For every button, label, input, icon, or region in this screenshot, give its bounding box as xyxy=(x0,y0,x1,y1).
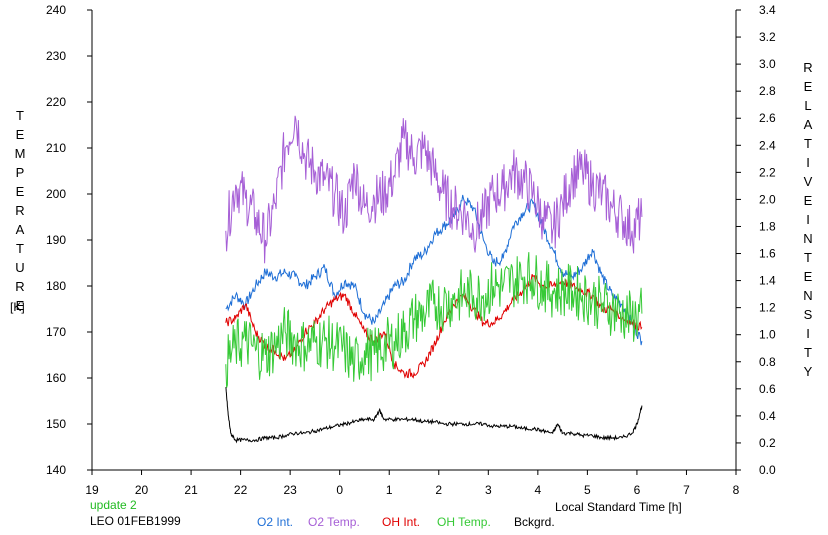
right-tick-label: 1.8 xyxy=(759,219,776,233)
series-line-oh-temp xyxy=(225,252,643,388)
left-tick-label: 190 xyxy=(46,233,66,247)
left-tick-label: 160 xyxy=(46,371,66,385)
right-tick-label: 0.0 xyxy=(759,463,776,477)
left-tick-label: 240 xyxy=(46,3,66,17)
left-tick-label: 210 xyxy=(46,141,66,155)
x-tick-label: 4 xyxy=(535,483,542,497)
x-tick-label: 20 xyxy=(135,483,149,497)
right-tick-label: 2.0 xyxy=(759,192,776,206)
right-tick-label: 2.2 xyxy=(759,165,776,179)
legend-oh-temp: OH Temp. xyxy=(437,515,491,529)
series-line-bckgrd xyxy=(225,387,643,444)
station-date-label: LEO 01FEB1999 xyxy=(90,514,181,528)
right-tick-label: 2.6 xyxy=(759,111,776,125)
x-tick-label: 2 xyxy=(435,483,442,497)
right-axis-ticks: 0.0 0.2 0.4 0.6 0.8 1.0 1.2 1.4 1.6 1.8 2.0 2.2 2.4 2… xyxy=(736,3,776,477)
left-axis-ticks: 140 150 160 170 180 190 200 210 220 230 240 xyxy=(46,3,92,477)
x-axis-title: Local Standard Time [h] xyxy=(555,500,682,514)
left-tick-label: 150 xyxy=(46,417,66,431)
series-line-o2-temp xyxy=(225,115,643,264)
right-tick-label: 1.0 xyxy=(759,328,776,342)
right-tick-label: 2.8 xyxy=(759,84,776,98)
left-tick-label: 230 xyxy=(46,49,66,63)
x-tick-label: 0 xyxy=(336,483,343,497)
series-line-o2-int xyxy=(225,194,643,346)
left-tick-label: 140 xyxy=(46,463,66,477)
left-axis-unit: [K] xyxy=(10,300,25,314)
right-tick-label: 2.4 xyxy=(759,138,776,152)
legend-bckgrd: Bckgrd. xyxy=(514,515,555,529)
right-tick-label: 0.8 xyxy=(759,355,776,369)
x-tick-label: 8 xyxy=(733,483,740,497)
series-group xyxy=(225,115,643,444)
right-tick-label: 0.2 xyxy=(759,436,776,450)
x-tick-label: 19 xyxy=(85,483,99,497)
right-tick-label: 3.0 xyxy=(759,57,776,71)
left-tick-label: 220 xyxy=(46,95,66,109)
x-tick-label: 5 xyxy=(584,483,591,497)
right-tick-label: 3.2 xyxy=(759,30,776,44)
update-label: update 2 xyxy=(90,498,137,512)
right-tick-label: 1.4 xyxy=(759,274,776,288)
x-tick-label: 1 xyxy=(386,483,393,497)
legend-o2-int: O2 Int. xyxy=(257,515,294,529)
x-tick-label: 21 xyxy=(184,483,198,497)
x-tick-label: 23 xyxy=(283,483,297,497)
x-tick-label: 22 xyxy=(234,483,248,497)
legend-o2-temp: O2 Temp. xyxy=(308,515,360,529)
left-tick-label: 170 xyxy=(46,325,66,339)
legend-oh-int: OH Int. xyxy=(382,515,421,529)
x-axis-ticks: 19 20 21 22 23 0 1 2 3 4 5 6 7 8 xyxy=(85,470,740,497)
left-tick-label: 180 xyxy=(46,279,66,293)
x-tick-label: 3 xyxy=(485,483,492,497)
x-tick-label: 7 xyxy=(683,483,690,497)
left-tick-label: 200 xyxy=(46,187,66,201)
right-tick-label: 0.4 xyxy=(759,409,776,423)
right-tick-label: 3.4 xyxy=(759,3,776,17)
right-tick-label: 0.6 xyxy=(759,382,776,396)
right-tick-label: 1.2 xyxy=(759,301,776,315)
x-tick-label: 6 xyxy=(634,483,641,497)
right-tick-label: 1.6 xyxy=(759,247,776,261)
